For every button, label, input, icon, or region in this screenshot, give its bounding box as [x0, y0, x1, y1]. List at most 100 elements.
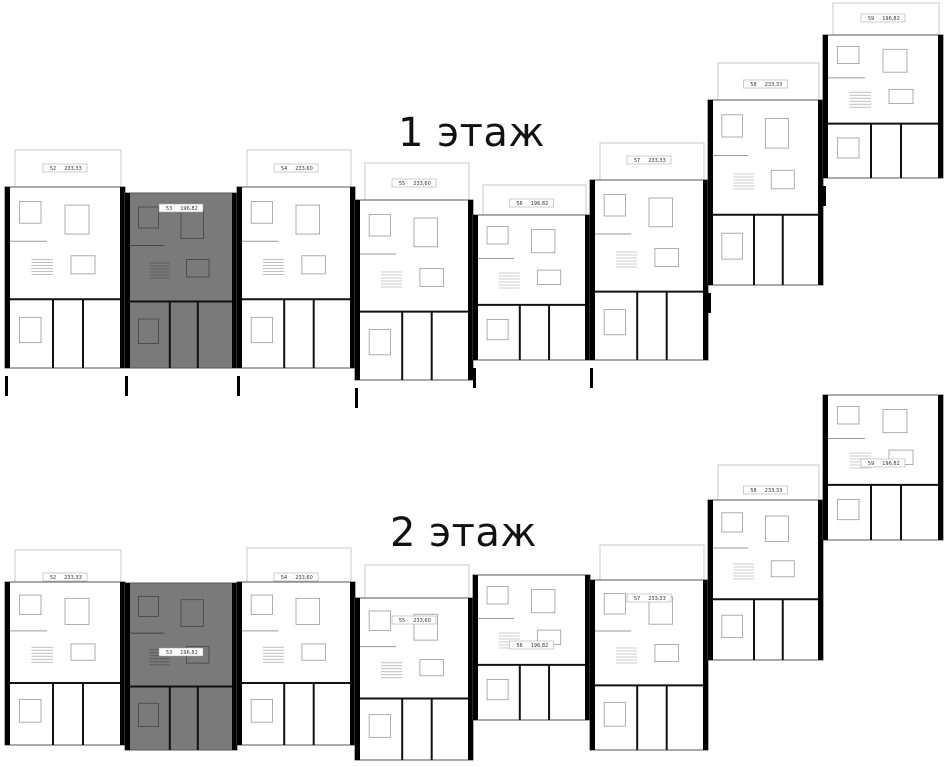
furniture — [486, 226, 509, 245]
furniture — [138, 318, 160, 344]
furniture — [770, 560, 795, 578]
wall — [585, 575, 590, 720]
unit-54-floor-1[interactable]: 54 233,60 — [236, 149, 356, 396]
terrace — [717, 464, 820, 501]
furniture — [70, 643, 96, 661]
wall-stub — [125, 376, 128, 396]
unit-number: 59 — [868, 16, 874, 22]
wall-stub — [5, 376, 8, 396]
wall — [468, 598, 473, 760]
unit-57-floor-2[interactable]: 57 233,33 — [589, 544, 709, 751]
furniture — [486, 586, 509, 605]
furniture — [138, 595, 160, 617]
furniture — [765, 515, 789, 543]
terrace — [599, 544, 705, 581]
unit-area: 233,60 — [295, 166, 313, 172]
unit-55-floor-2[interactable]: 55 233,60 — [354, 564, 474, 761]
unit-number: 53 — [166, 650, 172, 656]
furniture — [180, 599, 204, 627]
unit-area: 233,60 — [295, 575, 313, 581]
furniture — [250, 594, 273, 615]
unit-52-floor-1[interactable]: 52 233,33 — [4, 149, 126, 396]
furniture — [368, 610, 391, 631]
furniture — [368, 213, 391, 237]
unit-52-floor-2[interactable]: 52 233,33 — [4, 549, 126, 746]
furniture — [295, 204, 321, 235]
unit-57-floor-1[interactable]: 57 233,33 — [589, 142, 709, 388]
furniture — [18, 316, 42, 344]
unit-label-box — [509, 640, 554, 650]
unit-label-box — [42, 163, 88, 173]
furniture — [64, 597, 90, 625]
wall — [125, 583, 130, 750]
wall — [232, 193, 237, 368]
furniture — [603, 702, 626, 727]
unit-area: 233,33 — [648, 596, 666, 602]
wall — [703, 580, 708, 750]
furniture — [301, 643, 326, 661]
furniture — [721, 614, 743, 639]
unit-area: 196,82 — [531, 643, 549, 649]
unit-label-box — [860, 13, 906, 23]
furniture — [486, 679, 509, 701]
furniture — [837, 498, 860, 521]
unit-54-floor-2[interactable]: 54 233,60 — [236, 547, 356, 746]
unit-number: 59 — [868, 461, 874, 467]
furniture — [250, 201, 273, 224]
unit-label-box — [860, 458, 906, 468]
wall — [703, 180, 708, 360]
wall — [708, 500, 713, 660]
unit-55-floor-1[interactable]: 55 233,60 — [354, 162, 474, 408]
unit-number: 56 — [516, 643, 522, 649]
wall-stub — [823, 186, 826, 206]
unit-53-floor-2[interactable]: 53 196,82 — [124, 582, 238, 751]
wall — [237, 187, 242, 368]
wall — [823, 35, 828, 178]
unit-number: 53 — [166, 206, 172, 212]
wall — [355, 598, 360, 760]
furniture — [18, 698, 42, 723]
wall — [120, 582, 125, 745]
unit-area: 233,33 — [648, 158, 666, 164]
furniture — [770, 169, 795, 190]
unit-58-floor-2[interactable]: 58 233,33 — [707, 464, 824, 661]
furniture — [882, 409, 908, 434]
unit-59-floor-2[interactable]: 59 196,82 — [822, 394, 944, 541]
unit-56-floor-2[interactable]: 56 196,82 — [472, 574, 591, 721]
wall — [468, 200, 473, 380]
furniture — [419, 659, 444, 677]
wall — [355, 200, 360, 380]
furniture — [531, 229, 556, 254]
unit-56-floor-1[interactable]: 56 196,82 — [472, 184, 591, 388]
unit-number: 57 — [634, 596, 640, 602]
wall — [818, 100, 823, 285]
unit-label-box — [743, 79, 788, 89]
wall — [5, 187, 10, 368]
unit-label-box — [626, 593, 672, 603]
furniture — [70, 255, 96, 275]
furniture — [648, 197, 674, 228]
furniture — [654, 644, 679, 662]
wall — [5, 582, 10, 745]
wall — [938, 395, 943, 540]
unit-59-floor-1[interactable]: 59 196,82 — [822, 2, 944, 206]
unit-area: 233,60 — [413, 181, 431, 187]
furniture — [18, 594, 42, 615]
furniture — [250, 316, 273, 344]
unit-58-floor-1[interactable]: 58 233,33 — [707, 62, 824, 313]
unit-area: 196,82 — [180, 650, 198, 656]
unit-label-box — [158, 203, 204, 213]
unit-number: 58 — [750, 488, 756, 494]
wall — [473, 575, 478, 720]
wall-stub — [473, 368, 476, 388]
furniture — [368, 714, 391, 738]
furniture — [837, 137, 860, 159]
unit-number: 52 — [50, 166, 56, 172]
furniture — [413, 217, 439, 248]
unit-area: 196,82 — [882, 461, 900, 467]
wall — [350, 582, 355, 745]
unit-53-floor-1[interactable]: 53 196,82 — [124, 192, 238, 396]
wall — [585, 215, 590, 360]
furniture — [186, 259, 210, 278]
wall — [125, 193, 130, 368]
